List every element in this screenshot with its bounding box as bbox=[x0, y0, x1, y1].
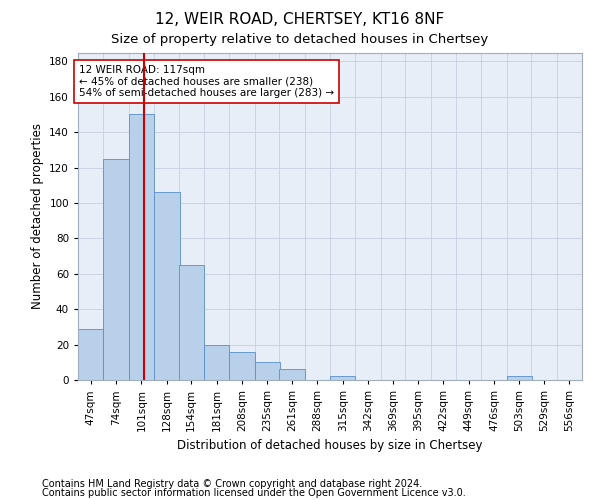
Bar bbox=[154, 192, 179, 380]
Bar bbox=[78, 328, 103, 380]
Bar bbox=[204, 344, 229, 380]
Bar bbox=[129, 114, 154, 380]
Text: Contains public sector information licensed under the Open Government Licence v3: Contains public sector information licen… bbox=[42, 488, 466, 498]
Bar bbox=[103, 158, 129, 380]
Bar bbox=[330, 376, 355, 380]
Text: 12, WEIR ROAD, CHERTSEY, KT16 8NF: 12, WEIR ROAD, CHERTSEY, KT16 8NF bbox=[155, 12, 445, 28]
Bar bbox=[279, 370, 305, 380]
Bar bbox=[229, 352, 255, 380]
Bar bbox=[507, 376, 532, 380]
Text: 12 WEIR ROAD: 117sqm
← 45% of detached houses are smaller (238)
54% of semi-deta: 12 WEIR ROAD: 117sqm ← 45% of detached h… bbox=[79, 65, 334, 98]
Bar bbox=[255, 362, 280, 380]
Text: Contains HM Land Registry data © Crown copyright and database right 2024.: Contains HM Land Registry data © Crown c… bbox=[42, 479, 422, 489]
X-axis label: Distribution of detached houses by size in Chertsey: Distribution of detached houses by size … bbox=[177, 440, 483, 452]
Y-axis label: Number of detached properties: Number of detached properties bbox=[31, 123, 44, 309]
Text: Size of property relative to detached houses in Chertsey: Size of property relative to detached ho… bbox=[112, 32, 488, 46]
Bar bbox=[179, 265, 204, 380]
